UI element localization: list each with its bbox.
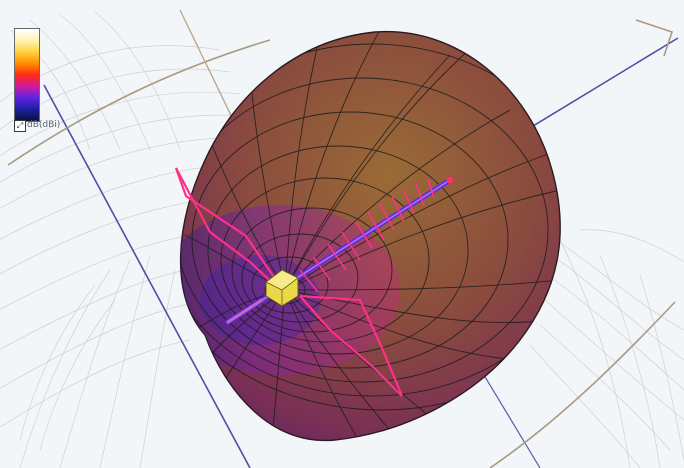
antenna-feed bbox=[265, 269, 299, 307]
color-scale-bar bbox=[14, 28, 40, 122]
axis-line-blue-left bbox=[43, 84, 251, 468]
color-scale-legend: ⤢ dB(dBi) bbox=[14, 28, 86, 132]
antenna-boom-tip bbox=[446, 176, 454, 184]
color-scale-label: dB(dBi) bbox=[27, 120, 61, 130]
antenna-model[interactable] bbox=[174, 167, 454, 397]
axis-line-tan-right bbox=[489, 301, 676, 468]
axis-line-tan-left bbox=[7, 39, 271, 166]
antenna-director-elements bbox=[299, 179, 435, 293]
lobe-mesh bbox=[180, 31, 561, 441]
background-wireframe bbox=[0, 11, 684, 468]
axis-marker-tan bbox=[635, 19, 674, 57]
antenna-reflector-element bbox=[174, 167, 404, 397]
color-scale-toggle-icon[interactable]: ⤢ bbox=[14, 120, 26, 132]
